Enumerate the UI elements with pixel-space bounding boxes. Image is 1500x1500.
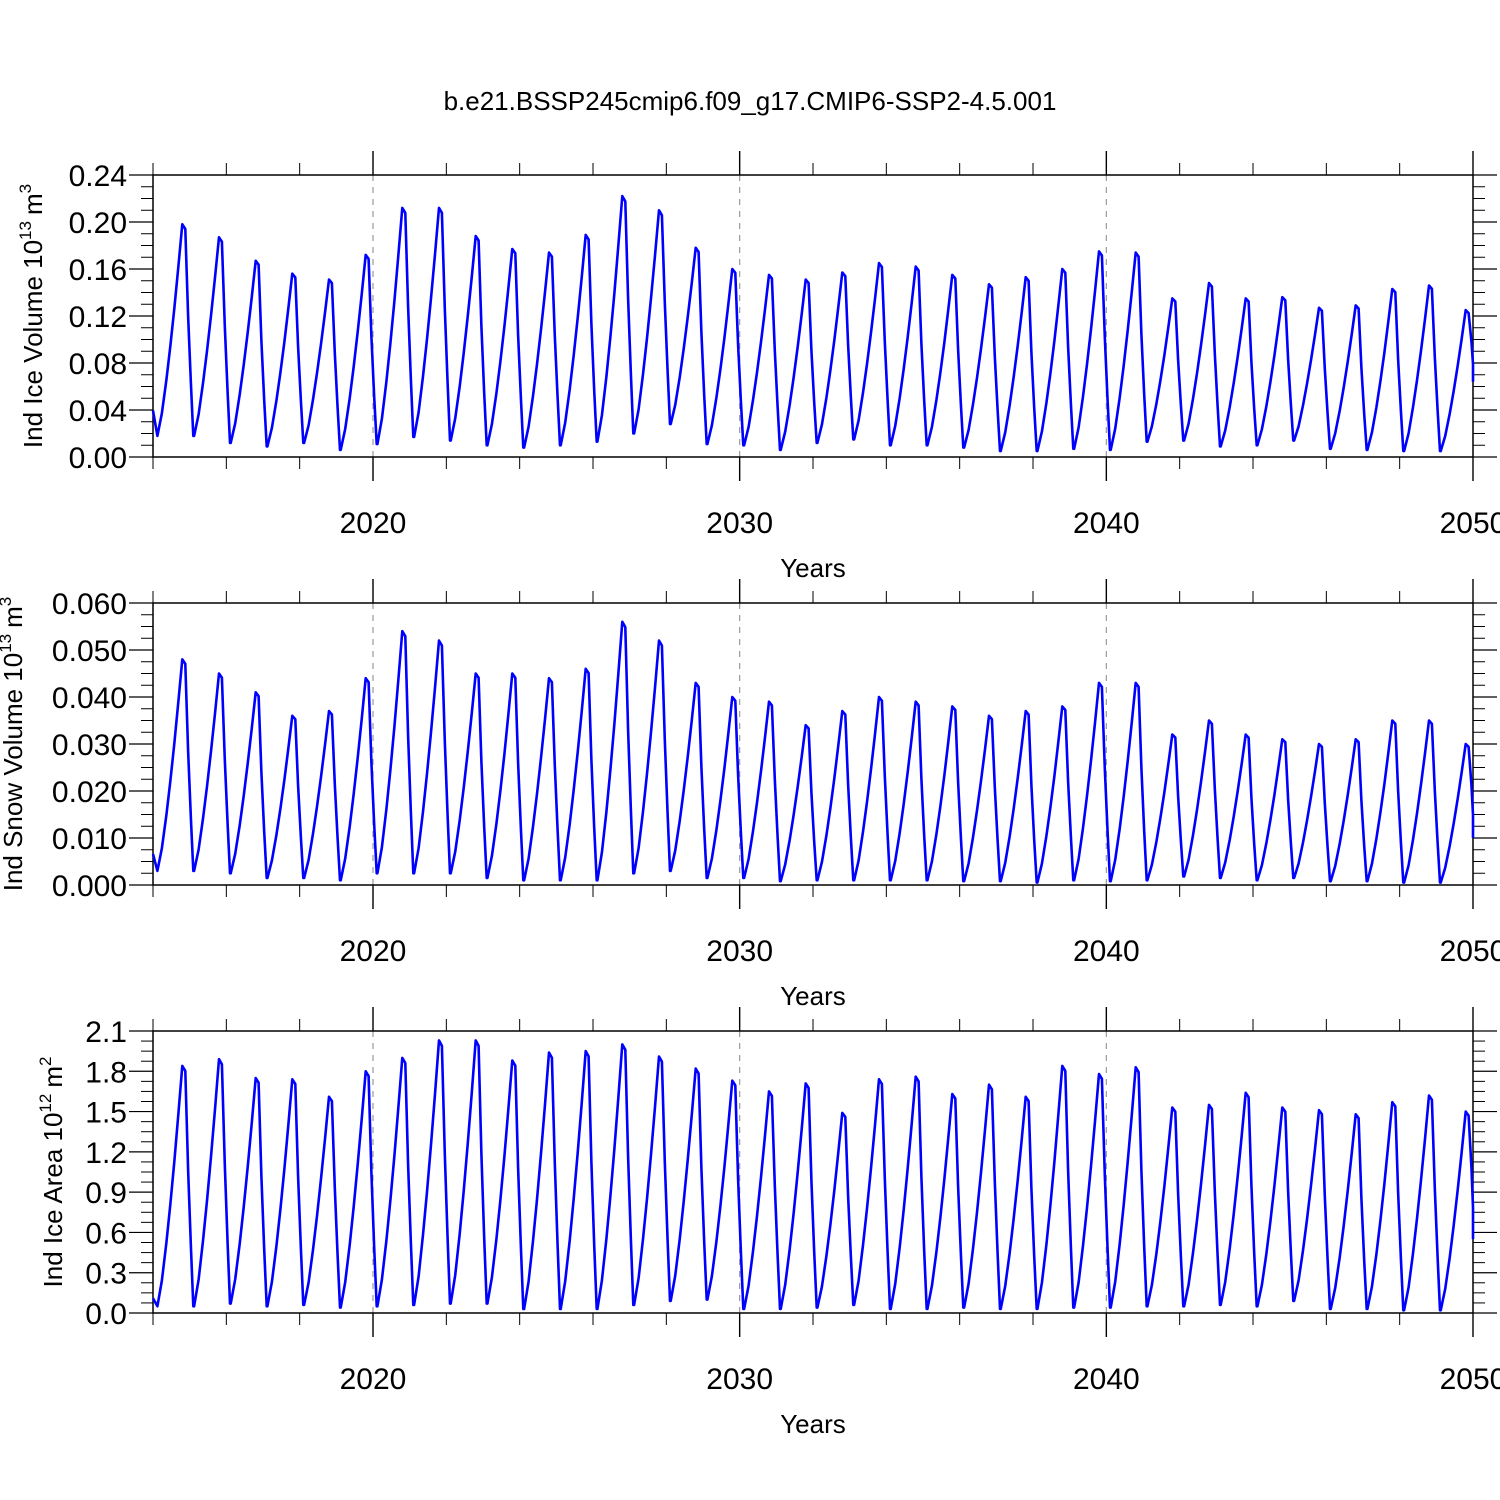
y-tick-label: 0.9 — [85, 1177, 127, 1210]
x-tick-label: 2040 — [1073, 1363, 1140, 1396]
y-tick-label: 0.04 — [69, 395, 127, 428]
panel-1: 0.00 0.04 0.08 0.12 0.16 0.20 0.24 2020 2030 2040… — [16, 151, 1500, 583]
y-tick-label: 0.040 — [52, 682, 127, 715]
x-axis-label: Years — [780, 553, 846, 583]
y-tick-label: 0.00 — [69, 442, 127, 475]
y-tick-label: 0.030 — [52, 729, 127, 762]
y-tick-label: 0.010 — [52, 823, 127, 856]
series-line — [151, 620, 1475, 884]
x-tick-label: 2050 — [1440, 507, 1500, 540]
y-tick-label: 1.8 — [85, 1056, 127, 1089]
series-line — [151, 1039, 1475, 1312]
x-tick-label: 2020 — [340, 507, 407, 540]
y-tick-label: 0.0 — [85, 1298, 127, 1331]
x-axis-label: Years — [780, 981, 846, 1011]
y-axis-label: Ind Snow Volume 1013m3 — [0, 597, 28, 892]
y-tick-label: 1.5 — [85, 1097, 127, 1130]
x-tick-label: 2020 — [340, 1363, 407, 1396]
y-tick-label: 2.1 — [85, 1016, 127, 1049]
x-tick-label: 2030 — [706, 1363, 773, 1396]
plot-frame — [152, 174, 1474, 458]
y-axis-label: Ind Ice Area 1012m2 — [36, 1057, 68, 1288]
y-tick-label: 0.6 — [85, 1217, 127, 1250]
x-axis-label: Years — [780, 1409, 846, 1439]
series-line — [151, 194, 1475, 453]
y-tick-label: 1.2 — [85, 1137, 127, 1170]
y-tick-label: 0.060 — [52, 588, 127, 621]
panel-3: 0.0 0.3 0.6 0.9 1.2 1.5 1.8 2.1 2020 2030 2040 2050… — [36, 1007, 1500, 1439]
panel-2: 0.000 0.010 0.020 0.030 0.040 0.050 0.060 2020 2… — [0, 579, 1500, 1011]
y-tick-label: 0.020 — [52, 776, 127, 809]
y-tick-label: 0.20 — [69, 207, 127, 240]
y-tick-label: 0.16 — [69, 254, 127, 287]
y-tick-label: 0.12 — [69, 301, 127, 334]
x-tick-label: 2040 — [1073, 935, 1140, 968]
y-tick-label: 0.24 — [69, 160, 127, 193]
x-tick-label: 2050 — [1440, 935, 1500, 968]
x-tick-label: 2030 — [706, 507, 773, 540]
y-tick-label: 0.08 — [69, 348, 127, 381]
y-tick-label: 0.3 — [85, 1258, 127, 1291]
y-axis-label: Ind Ice Volume 1013m3 — [16, 184, 48, 448]
x-tick-label: 2030 — [706, 935, 773, 968]
chart-title: b.e21.BSSP245cmip6.f09_g17.CMIP6-SSP2-4.… — [443, 86, 1057, 116]
x-tick-label: 2050 — [1440, 1363, 1500, 1396]
x-tick-label: 2040 — [1073, 507, 1140, 540]
y-tick-label: 0.000 — [52, 870, 127, 903]
y-tick-label: 0.050 — [52, 635, 127, 668]
x-tick-label: 2020 — [340, 935, 407, 968]
